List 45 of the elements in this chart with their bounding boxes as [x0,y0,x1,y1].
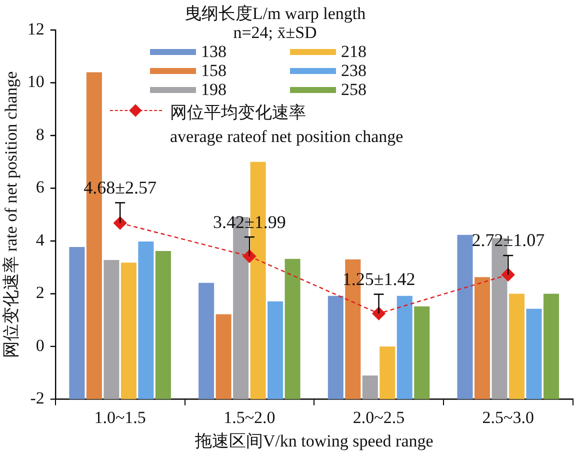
y-axis-title: 网位变化速率 rate of net position change [2,71,21,358]
bar [138,242,154,400]
bar [69,247,85,400]
bar [457,234,473,400]
legend-label: 238 [341,61,366,80]
bar [362,375,378,400]
bar [198,282,214,400]
x-axis-title: 拖速区间V/kn towing speed range [194,431,434,450]
y-tick-label: 8 [36,124,44,144]
y-tick-label: 6 [36,178,44,197]
legend-title: 曳纲长度L/m warp length n=24; x̄±SD [183,4,367,42]
legend-label: 198 [201,80,226,99]
legend-label: 158 [201,61,226,80]
bar [474,277,490,400]
y-tick-label: 4 [36,230,45,250]
bar [120,262,136,400]
point [502,268,515,282]
bar [543,294,560,400]
x-tick-label: 1.5~2.0 [224,408,276,427]
y-tick-label: 2 [36,283,44,302]
bar [508,294,525,400]
bar [526,308,542,400]
point [242,250,256,263]
legend-label: 网位平均变化速率 average rateof net position change [170,102,404,148]
y-tick-label: 0 [36,336,44,355]
legend-label: 218 [341,42,366,61]
legend-label: 258 [341,80,366,99]
x-tick-label: 2.0~2.5 [352,408,405,427]
bar [414,306,430,400]
data-label: 2.72±1.07 [472,230,545,250]
bar [284,258,300,400]
x-tick-label: 2.5~3.0 [482,408,534,427]
point [113,216,127,230]
bar [380,346,396,400]
bar [268,301,284,400]
bar [396,296,412,400]
bar [216,314,232,400]
legend-label: 138 [201,42,226,61]
x-tick-label: 1.0~1.5 [94,408,146,427]
bar [104,260,120,400]
y-tick-label: -2 [30,388,44,408]
y-tick-label: 10 [27,72,44,92]
bar [155,250,171,400]
y-tick-label: 12 [27,19,44,38]
bar [328,296,344,400]
